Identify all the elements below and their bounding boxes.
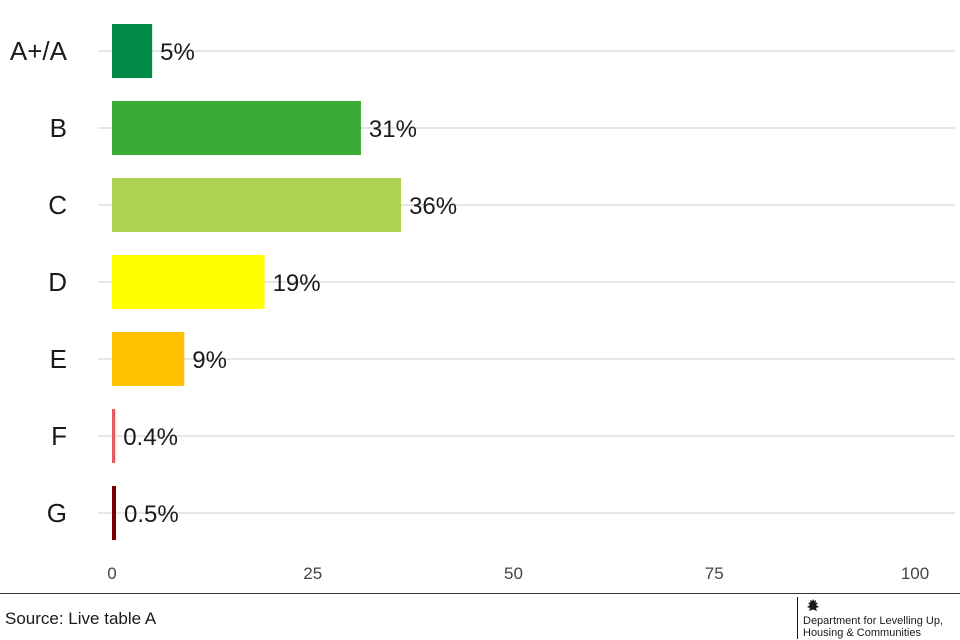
bar-6	[112, 486, 117, 540]
footer-divider	[0, 593, 960, 594]
category-label-5: F	[51, 421, 67, 451]
bars	[112, 24, 402, 540]
bar-2	[112, 178, 402, 232]
value-label-1: 31%	[369, 116, 417, 143]
bar-0	[112, 24, 153, 78]
x-tick-label-1: 25	[303, 564, 322, 583]
category-label-4: E	[50, 344, 67, 374]
dluhc-logo: Department for Levelling Up, Housing & C…	[797, 597, 957, 639]
bar-3	[112, 255, 265, 309]
category-label-0: A+/A	[10, 36, 68, 66]
value-labels: 5% 31% 36% 19% 9% 0.4% 0.5%	[123, 39, 457, 528]
x-tick-label-0: 0	[107, 564, 116, 583]
value-label-4: 9%	[192, 347, 227, 374]
department-name-line-2: Housing & Communities	[803, 627, 921, 639]
category-label-1: B	[50, 113, 67, 143]
department-name-line-1: Department for Levelling Up,	[803, 615, 944, 627]
value-label-3: 19%	[273, 270, 321, 297]
category-label-6: G	[47, 498, 67, 528]
x-tick-label-2: 50	[504, 564, 523, 583]
category-label-3: D	[48, 267, 67, 297]
value-label-2: 36%	[409, 193, 457, 220]
x-tick-label-3: 75	[705, 564, 724, 583]
bar-1	[112, 101, 361, 155]
x-axis-ticks: 0 25 50 75 100	[107, 564, 929, 583]
source-note: Source: Live table A	[5, 609, 157, 628]
bar-5	[112, 409, 116, 463]
x-tick-label-4: 100	[901, 564, 929, 583]
value-label-5: 0.4%	[123, 424, 178, 451]
bar-4	[112, 332, 185, 386]
epc-band-bar-chart: A+/A B C D E F G 5% 31% 36% 19% 9% 0.4% 0.5% 0 25 50 75…	[10, 24, 955, 583]
royal-crest-icon	[807, 599, 819, 611]
category-labels: A+/A B C D E F G	[10, 36, 68, 528]
category-label-2: C	[48, 190, 67, 220]
value-label-0: 5%	[160, 39, 195, 66]
value-label-6: 0.5%	[124, 501, 179, 528]
department-name: Department for Levelling Up, Housing & C…	[803, 615, 943, 639]
